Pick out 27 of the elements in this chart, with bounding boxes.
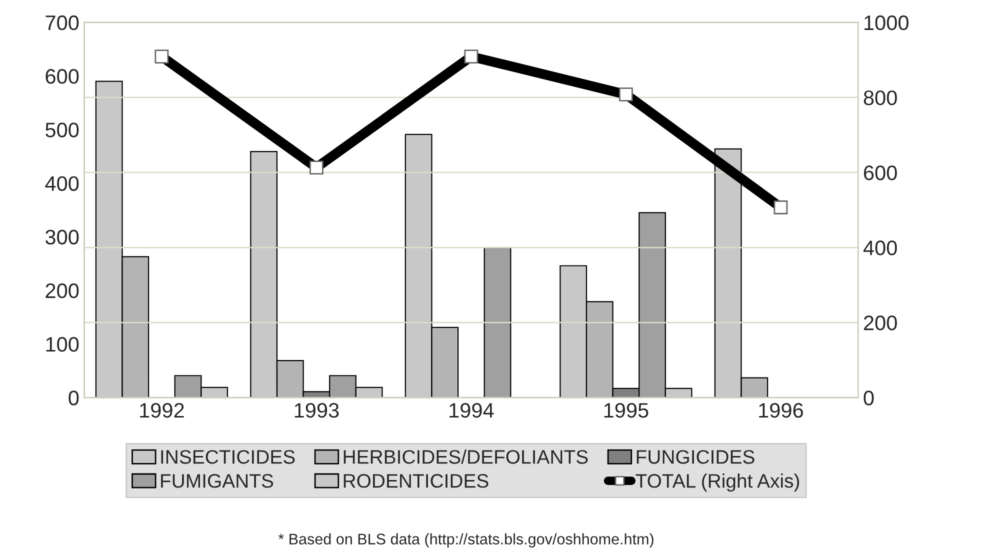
legend-label: FUNGICIDES — [636, 450, 754, 464]
bar — [484, 246, 512, 398]
x-tick-label: 1993 — [294, 403, 339, 418]
y2-tick-label: 200 — [864, 316, 897, 330]
y2-tick-label: 400 — [863, 240, 897, 256]
y2-tick-label: 0 — [864, 390, 874, 406]
x-tick-label: 1996 — [759, 403, 803, 418]
y-tick-label: 600 — [46, 69, 79, 84]
text: * Based on BLS data (http://stats.bls.gov/oshhome.htm) — [278, 533, 654, 548]
x-tick-label: 1992 — [140, 403, 184, 418]
y-tick-label: 200 — [46, 283, 79, 298]
y2-tick-label: 600 — [864, 165, 897, 180]
legend-label: INSECTICIDES — [161, 450, 295, 464]
x-tick-label: 1995 — [604, 403, 648, 418]
x-tick-label: 1994 — [450, 403, 494, 418]
legend-label: HERBICIDES/DEFOLIANTS — [344, 450, 588, 464]
legend-label: TOTAL (Right Axis) — [636, 474, 800, 492]
legend-label: FUMIGANTS — [161, 474, 274, 488]
y2-tick-label: 1000 — [864, 15, 908, 30]
y-tick-label: 400 — [45, 176, 79, 191]
y-tick-label: 0 — [68, 390, 79, 406]
legend-label: RODENTICIDES — [344, 474, 488, 488]
y-tick-label: 700 — [46, 15, 79, 30]
y-tick-label: 100 — [46, 337, 79, 352]
y-tick-label: 500 — [46, 122, 79, 138]
y2-tick-label: 800 — [864, 90, 897, 106]
y-tick-label: 300 — [45, 230, 79, 245]
